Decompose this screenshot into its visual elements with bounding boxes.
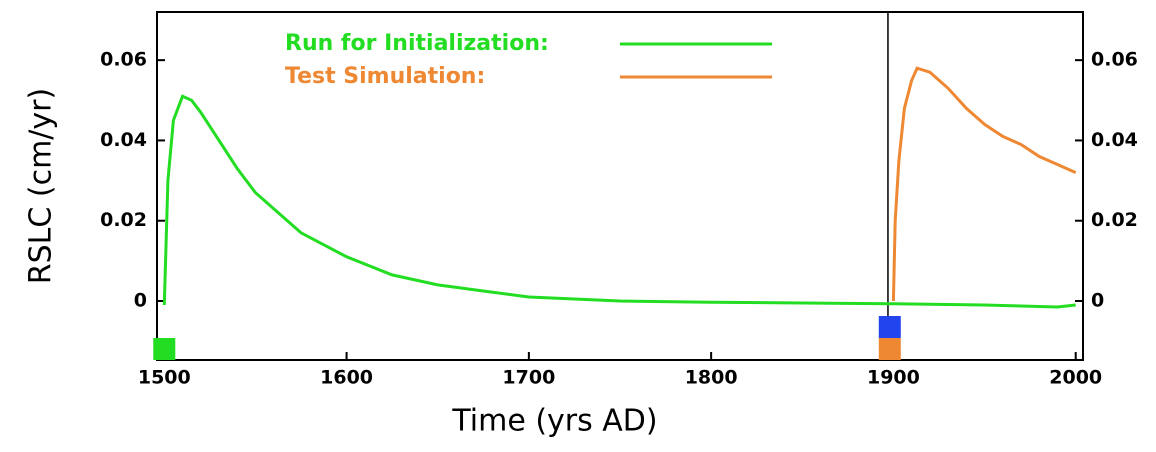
y2-tick-label: 0.04 <box>1091 129 1138 151</box>
x-tick-label: 1500 <box>138 367 191 389</box>
y2-tick-label: 0 <box>1091 289 1104 311</box>
time-marker <box>878 338 901 360</box>
legend-label: Test Simulation: <box>285 64 485 89</box>
time-marker <box>153 338 176 360</box>
y-tick-label: 0.06 <box>100 49 147 71</box>
time-marker <box>878 316 901 338</box>
series-line <box>891 66 1077 302</box>
y-tick-label: 0.02 <box>100 209 147 231</box>
y2-tick-label: 0.02 <box>1091 209 1138 231</box>
series-line <box>162 94 1076 309</box>
x-tick-label: 1600 <box>320 367 373 389</box>
x-tick-label: 1800 <box>685 367 738 389</box>
x-axis-label: Time (yrs AD) <box>451 404 657 439</box>
x-tick-label: 2000 <box>1049 367 1102 389</box>
y-tick-label: 0.04 <box>100 129 147 151</box>
legend-label: Run for Initialization: <box>285 31 549 56</box>
y-tick-label: 0 <box>134 289 147 311</box>
y2-tick-label: 0.06 <box>1091 49 1138 71</box>
y-axis-label: RSLC (cm/yr) <box>24 88 59 284</box>
x-tick-label: 1700 <box>502 367 555 389</box>
x-tick-label: 1900 <box>867 367 920 389</box>
plot-frame <box>156 11 1084 361</box>
